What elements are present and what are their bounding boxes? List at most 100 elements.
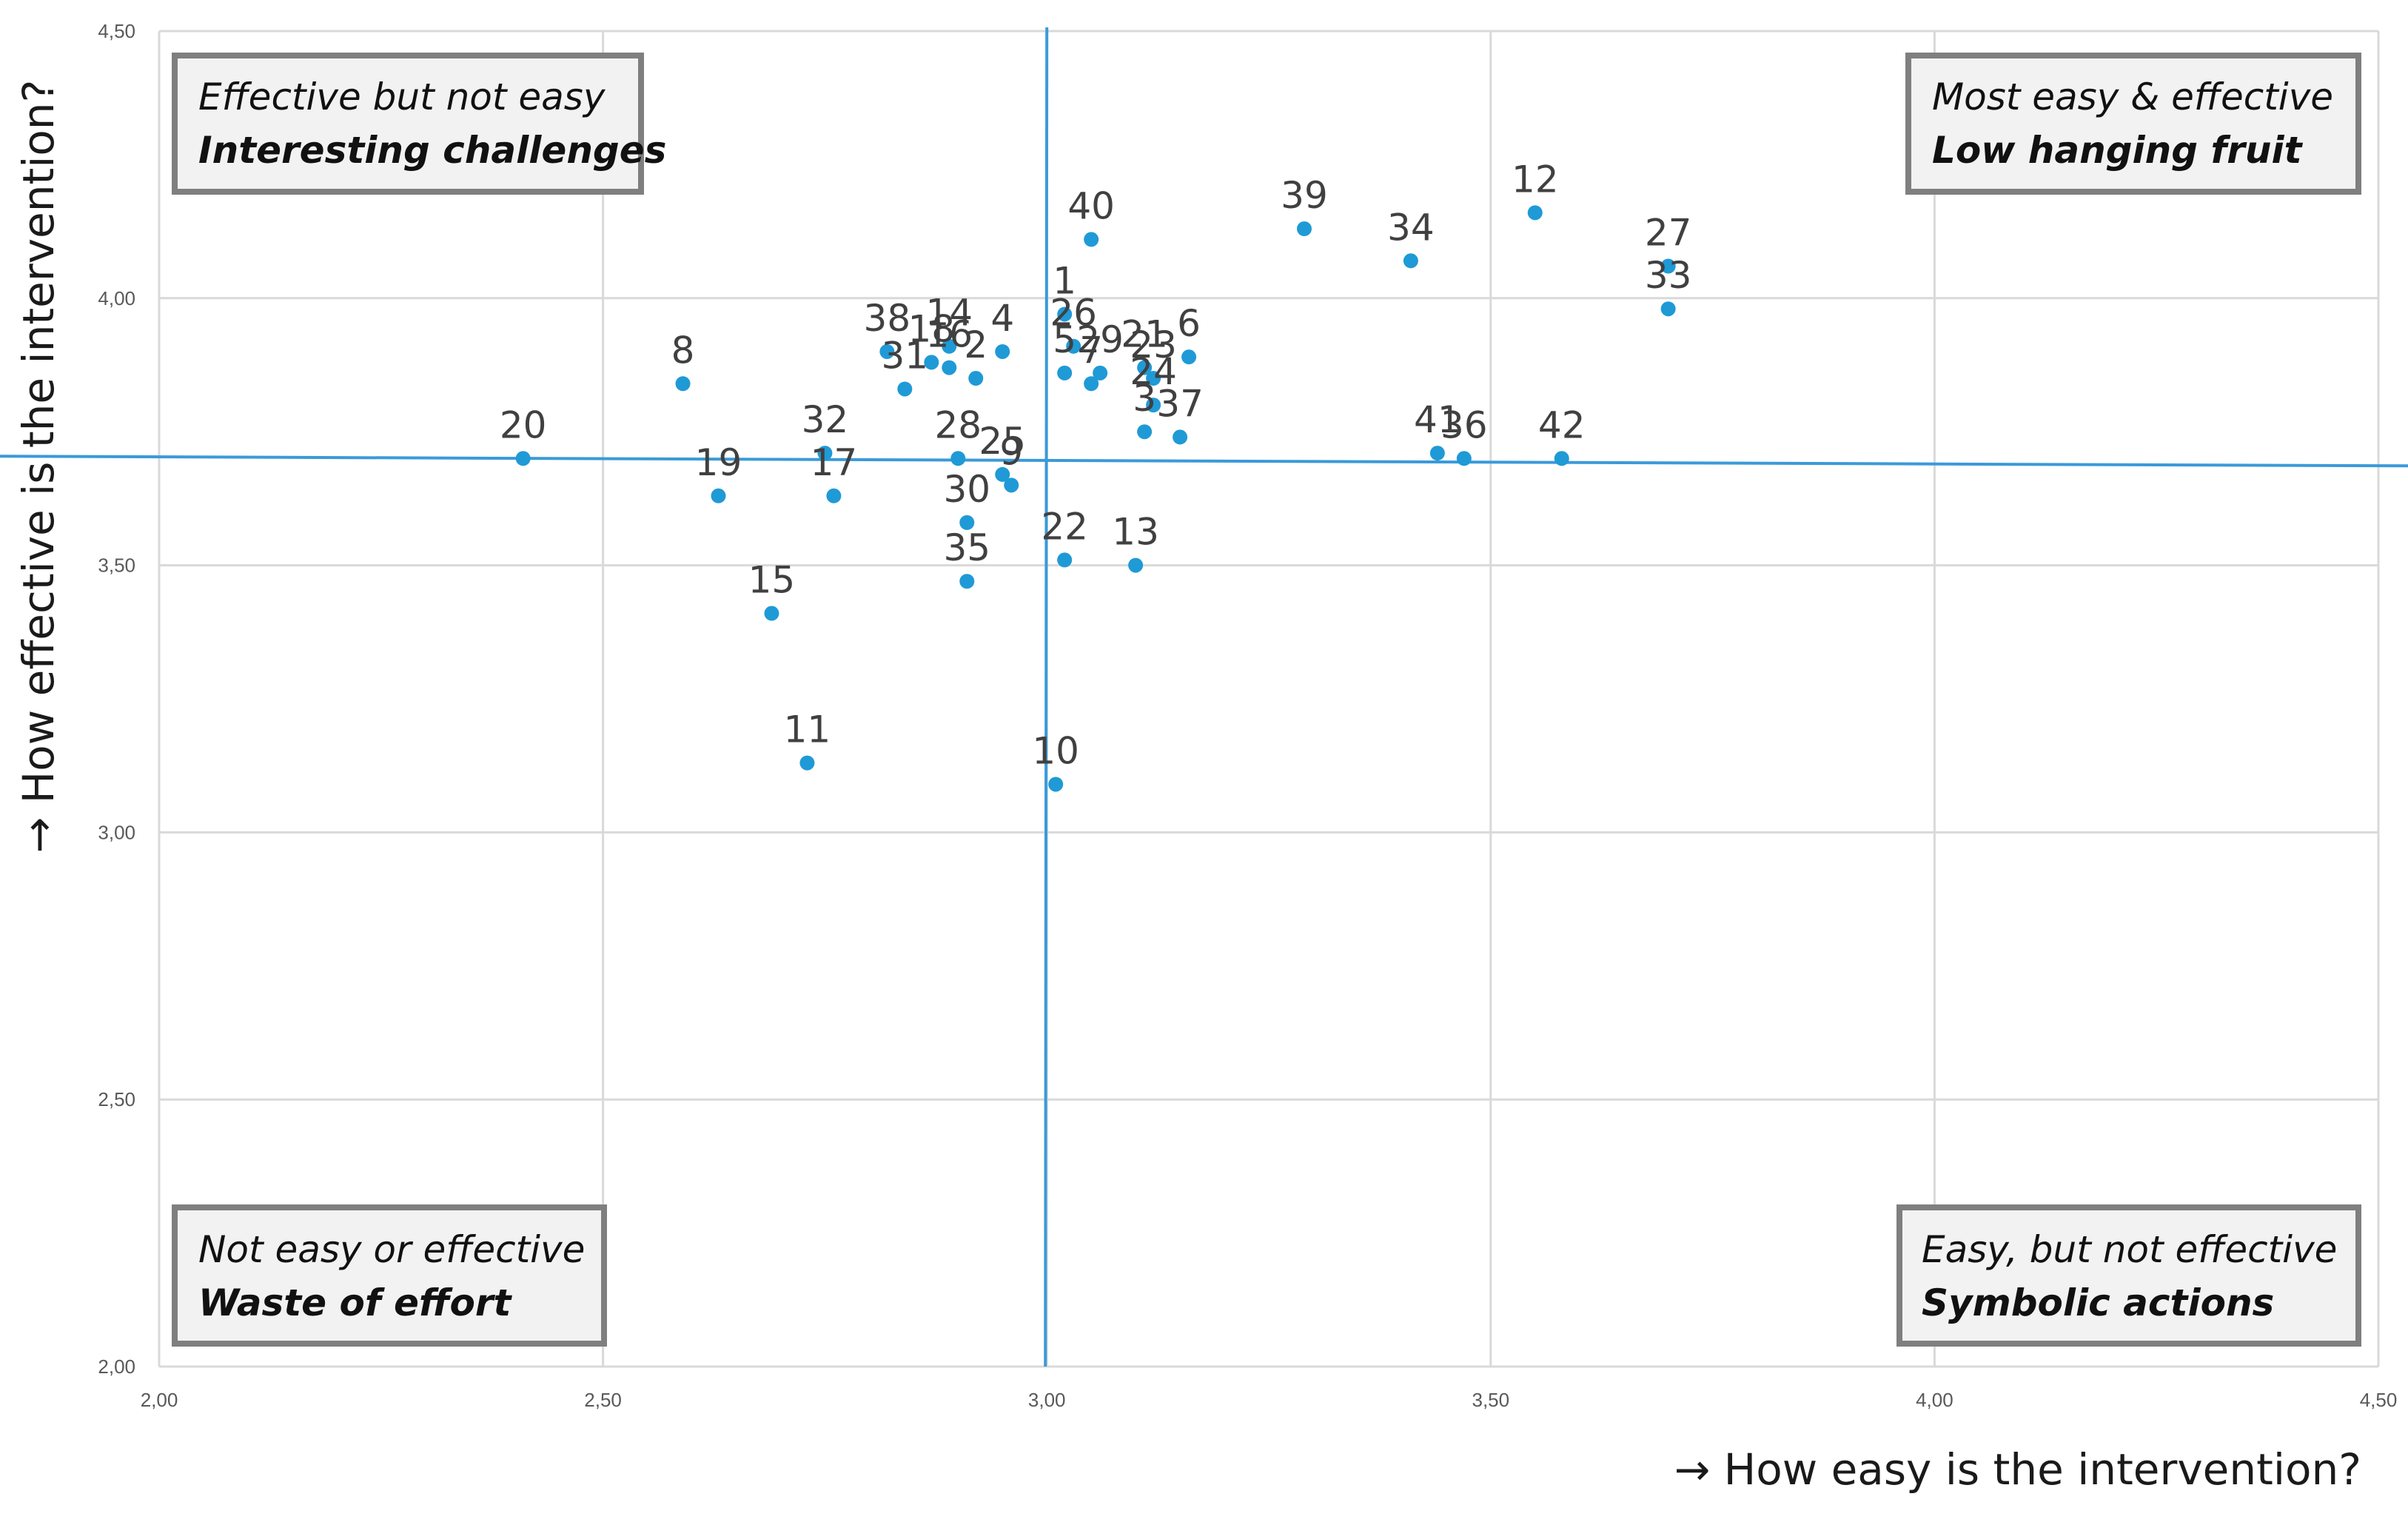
point-label-31: 31 bbox=[882, 334, 929, 377]
point-label-33: 33 bbox=[1645, 254, 1692, 297]
tick-labels: 2,00 2,50 3,00 3,50 4,00 4,50 2,00 2,50 3,00 3,50… bbox=[98, 20, 2397, 1411]
point-label-35: 35 bbox=[943, 526, 990, 569]
point-label-23: 23 bbox=[1130, 324, 1177, 366]
data-point-26 bbox=[1066, 338, 1081, 354]
point-label-13: 13 bbox=[1112, 511, 1159, 554]
point-label-36: 36 bbox=[1441, 403, 1488, 446]
point-label-27: 27 bbox=[1645, 212, 1692, 255]
x-tick-label: 3,00 bbox=[1028, 1389, 1066, 1411]
quadrant-box-top-left: Effective but not easy Interesting chall… bbox=[172, 53, 666, 195]
point-label-21: 21 bbox=[1121, 313, 1168, 356]
data-point-13 bbox=[1128, 557, 1144, 573]
data-point-3 bbox=[1137, 424, 1153, 440]
x-tick-label: 4,00 bbox=[1916, 1389, 1953, 1411]
data-point-33 bbox=[1660, 301, 1676, 317]
data-point-1 bbox=[1057, 306, 1073, 322]
data-point-38 bbox=[879, 343, 895, 359]
data-point-15 bbox=[764, 606, 779, 621]
y-tick-label: 3,50 bbox=[98, 554, 135, 577]
point-label-29: 29 bbox=[1076, 318, 1124, 361]
point-label-19: 19 bbox=[695, 441, 742, 484]
point-label-22: 22 bbox=[1041, 505, 1088, 548]
data-point-16 bbox=[942, 360, 957, 375]
x-tick-label: 3,50 bbox=[1472, 1389, 1509, 1411]
data-point-21 bbox=[1137, 360, 1153, 375]
point-label-6: 6 bbox=[1177, 302, 1201, 345]
quadrant-bottom-left-line1: Not easy or effective bbox=[198, 1228, 585, 1271]
quadrant-top-right-line1: Most easy & effective bbox=[1932, 76, 2333, 118]
data-point-36 bbox=[1456, 451, 1472, 466]
point-label-38: 38 bbox=[864, 297, 911, 340]
data-point-35 bbox=[959, 574, 975, 589]
point-label-37: 37 bbox=[1156, 382, 1204, 425]
x-axis-title: → How easy is the intervention? bbox=[1674, 1444, 2361, 1495]
data-point-27 bbox=[1660, 258, 1676, 274]
quadrant-box-bottom-left: Not easy or effective Waste of effort bbox=[172, 1204, 607, 1347]
data-point-23 bbox=[1146, 371, 1161, 386]
quadrant-top-left-line2: Interesting challenges bbox=[198, 129, 666, 172]
reference-line-horizontal bbox=[0, 455, 2408, 468]
y-tick-label: 2,00 bbox=[98, 1355, 135, 1378]
x-tick-label: 2,00 bbox=[141, 1389, 178, 1411]
reference-line-vertical bbox=[1044, 27, 1049, 1367]
point-label-1: 1 bbox=[1053, 259, 1076, 302]
data-point-7 bbox=[1084, 376, 1099, 392]
data-point-12 bbox=[1527, 205, 1543, 221]
point-label-10: 10 bbox=[1032, 729, 1079, 772]
quadrant-bottom-right-line2: Symbolic actions bbox=[1922, 1281, 2274, 1324]
point-label-9: 9 bbox=[999, 430, 1023, 473]
y-tick-label: 4,00 bbox=[98, 287, 135, 309]
point-label-24: 24 bbox=[1130, 350, 1177, 393]
data-point-25 bbox=[995, 466, 1010, 482]
data-point-2 bbox=[968, 371, 984, 386]
data-point-19 bbox=[711, 488, 726, 503]
y-axis-title: → How effective is the intervention? bbox=[13, 80, 64, 854]
data-point-37 bbox=[1173, 429, 1188, 445]
quadrant-box-bottom-right: Easy, but not effective Symbolic actions bbox=[1896, 1204, 2361, 1347]
point-label-28: 28 bbox=[934, 403, 982, 446]
data-point-34 bbox=[1403, 253, 1418, 269]
quadrant-bottom-left-line2: Waste of effort bbox=[198, 1281, 513, 1324]
data-point-14 bbox=[942, 338, 957, 354]
data-point-17 bbox=[826, 488, 842, 503]
point-label-2: 2 bbox=[964, 324, 987, 366]
data-point-4 bbox=[995, 343, 1010, 359]
data-point-18 bbox=[924, 355, 939, 370]
data-point-20 bbox=[515, 451, 531, 466]
point-label-39: 39 bbox=[1281, 174, 1328, 217]
data-point-39 bbox=[1296, 221, 1312, 236]
data-point-31 bbox=[897, 381, 913, 397]
point-label-18: 18 bbox=[908, 307, 955, 350]
quadrant-top-right-line2: Low hanging fruit bbox=[1932, 129, 2304, 172]
point-label-15: 15 bbox=[748, 559, 796, 602]
point-label-14: 14 bbox=[925, 292, 973, 335]
data-point-22 bbox=[1057, 552, 1073, 568]
quadrant-top-left-line1: Effective but not easy bbox=[198, 76, 606, 118]
data-point-28 bbox=[950, 451, 966, 466]
point-label-25: 25 bbox=[979, 420, 1026, 463]
point-label-4: 4 bbox=[990, 297, 1014, 340]
point-label-20: 20 bbox=[500, 403, 547, 446]
x-tick-label: 4,50 bbox=[2360, 1389, 2398, 1411]
point-label-40: 40 bbox=[1067, 184, 1115, 227]
quadrant-bottom-right-line1: Easy, but not effective bbox=[1922, 1228, 2337, 1271]
data-point-24 bbox=[1146, 398, 1161, 413]
point-label-17: 17 bbox=[811, 441, 858, 484]
point-label-32: 32 bbox=[802, 398, 849, 441]
point-label-30: 30 bbox=[943, 468, 990, 511]
data-point-9 bbox=[1004, 477, 1019, 493]
data-point-32 bbox=[817, 446, 833, 461]
point-label-34: 34 bbox=[1387, 206, 1435, 249]
point-labels: 2081915113217383118141624282593035126405… bbox=[500, 158, 1692, 772]
data-point-30 bbox=[959, 515, 975, 530]
x-tick-label: 2,50 bbox=[584, 1389, 622, 1411]
data-point-40 bbox=[1084, 232, 1099, 247]
point-label-5: 5 bbox=[1053, 318, 1076, 361]
point-label-7: 7 bbox=[1079, 329, 1103, 372]
data-point-5 bbox=[1057, 365, 1073, 381]
data-point-8 bbox=[675, 376, 691, 392]
data-point-41 bbox=[1429, 446, 1445, 461]
data-point-11 bbox=[799, 755, 815, 771]
